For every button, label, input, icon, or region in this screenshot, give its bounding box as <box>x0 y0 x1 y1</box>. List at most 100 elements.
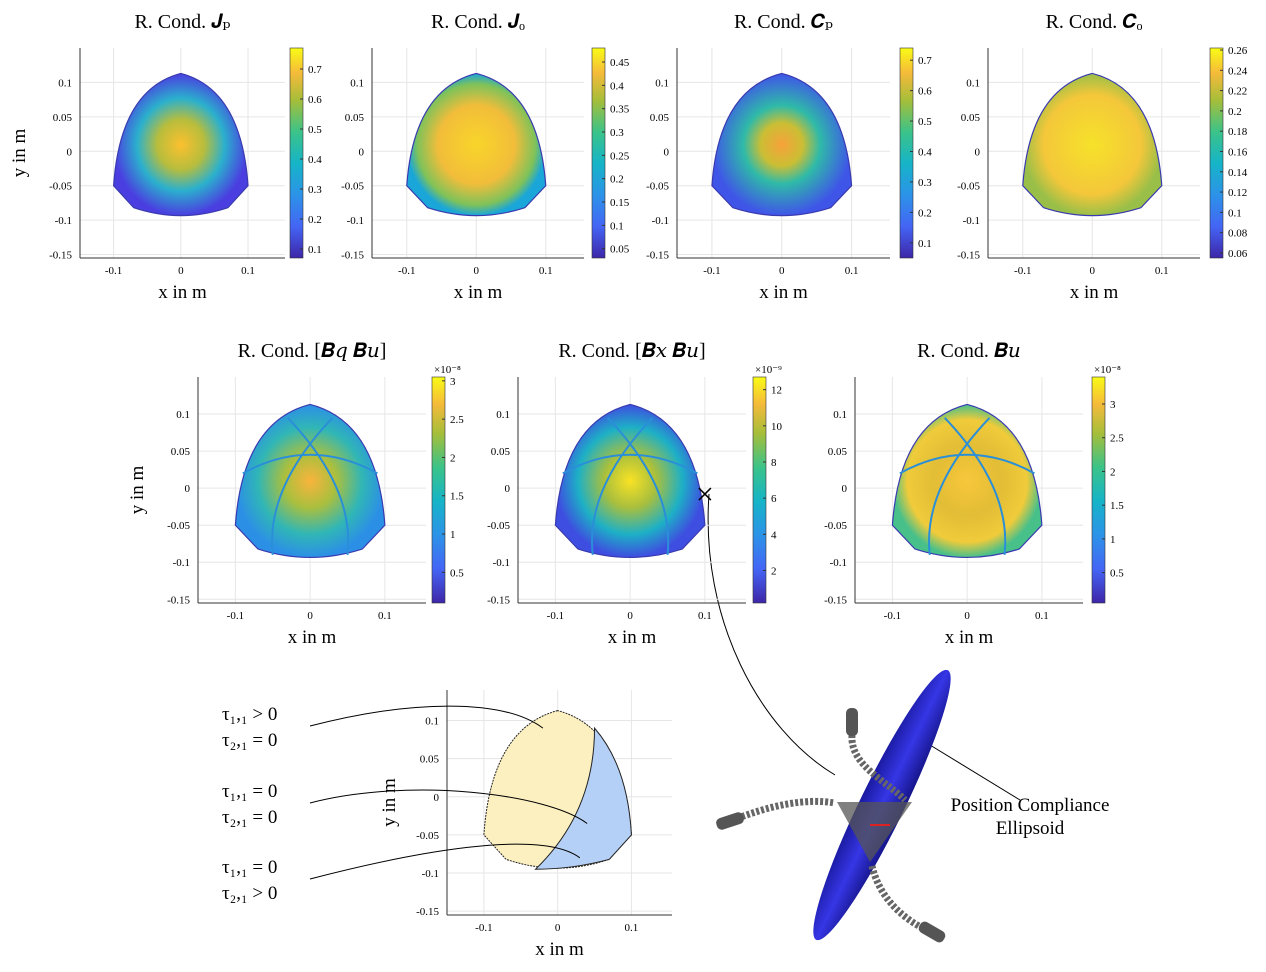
colorbar-tick-label: 0.35 <box>610 104 630 116</box>
annotation: τ₁,₁ > 0 <box>222 704 277 725</box>
colorbar-tick-label: 1 <box>450 529 456 541</box>
colorbar-tick-label: 0.12 <box>1228 187 1247 199</box>
colorbar-tick-label: 0.1 <box>918 238 932 250</box>
colorbar <box>1092 377 1105 603</box>
x-tick-label: -0.1 <box>703 265 720 277</box>
colorbar-exponent: ×10⁻⁸ <box>1094 364 1121 376</box>
y-tick-label: 0.1 <box>833 409 847 421</box>
colorbar-tick-label: 2 <box>450 452 456 464</box>
x-tick-label: -0.1 <box>1014 265 1031 277</box>
x-axis-label: x in m <box>288 627 337 648</box>
y-tick-label: -0.05 <box>341 181 364 193</box>
x-axis-label: x in m <box>454 282 503 303</box>
colorbar-tick-label: 0.22 <box>1228 86 1247 98</box>
chart-title: R. Cond. [𝑩𝑞 𝑩𝑢] <box>238 340 387 362</box>
colorbar-tick-label: 8 <box>771 457 777 469</box>
y-tick-label: -0.1 <box>347 215 364 227</box>
colorbar-tick-label: 0.2 <box>308 214 322 226</box>
colorbar-tick-label: 2 <box>771 565 777 577</box>
y-tick-label: 0 <box>975 146 981 158</box>
y-tick-label: 0 <box>664 146 670 158</box>
y-tick-label: -0.05 <box>167 520 190 532</box>
colorbar <box>592 48 605 258</box>
y-axis-label: y in m <box>379 778 400 827</box>
colorbar-tick-label: 0.6 <box>308 94 322 106</box>
y-tick-label: 0.1 <box>655 77 669 89</box>
y-tick-label: 0.05 <box>491 446 511 458</box>
colorbar-tick-label: 0.2 <box>918 207 932 219</box>
x-tick-label: -0.1 <box>105 265 122 277</box>
x-axis-label: x in m <box>158 282 207 303</box>
workspace-map <box>892 404 1042 557</box>
x-tick-label: -0.1 <box>547 610 564 622</box>
colorbar-tick-label: 0.1 <box>308 244 322 256</box>
annotation: τ₂,₁ > 0 <box>222 883 277 904</box>
colorbar-tick-label: 0.05 <box>610 244 630 256</box>
colorbar-tick-label: 0.3 <box>610 127 624 139</box>
y-axis-label: y in m <box>127 466 148 515</box>
y-tick-label: 0.05 <box>650 112 670 124</box>
y-tick-label: -0.15 <box>824 594 847 606</box>
y-tick-label: 0 <box>359 146 365 158</box>
colorbar-tick-label: 0.5 <box>308 124 322 136</box>
colorbar-tick-label: 0.08 <box>1228 228 1248 240</box>
y-tick-label: 0.05 <box>961 112 981 124</box>
colorbar-tick-label: 0.25 <box>610 150 630 162</box>
x-tick-label: -0.1 <box>884 610 901 622</box>
x-tick-label: 0 <box>1090 265 1096 277</box>
x-tick-label: 0 <box>964 610 970 622</box>
x-axis-label: x in m <box>1070 282 1119 303</box>
colorbar-tick-label: 0.4 <box>610 80 624 92</box>
actuator <box>917 920 947 944</box>
y-tick-label: -0.1 <box>652 215 669 227</box>
colorbar-tick-label: 12 <box>771 385 782 397</box>
y-tick-label: -0.05 <box>957 181 980 193</box>
y-tick-label: -0.05 <box>824 520 847 532</box>
colorbar-tick-label: 0.06 <box>1228 248 1248 260</box>
annotation: τ₁,₁ = 0 <box>222 781 277 802</box>
colorbar-tick-label: 6 <box>771 493 777 505</box>
y-tick-label: -0.15 <box>416 906 439 918</box>
x-tick-label: -0.1 <box>475 922 492 934</box>
workspace-map <box>407 73 546 215</box>
workspace-map <box>1023 73 1162 215</box>
x-tick-label: 0 <box>555 922 561 934</box>
y-tick-label: -0.05 <box>416 830 439 842</box>
y-tick-label: 0.05 <box>345 112 365 124</box>
colorbar-tick-label: 0.16 <box>1228 146 1248 158</box>
y-tick-label: -0.1 <box>55 215 72 227</box>
colorbar-tick-label: 1.5 <box>1110 500 1124 512</box>
x-tick-label: -0.1 <box>227 610 244 622</box>
y-tick-label: -0.1 <box>830 557 847 569</box>
y-tick-label: 0.05 <box>420 754 440 766</box>
y-tick-label: -0.05 <box>646 181 669 193</box>
colorbar-tick-label: 3 <box>1110 399 1116 411</box>
y-tick-label: 0.05 <box>828 446 848 458</box>
colorbar-tick-label: 1.5 <box>450 491 464 503</box>
x-tick-label: 0 <box>474 265 480 277</box>
colorbar-exponent: ×10⁻⁸ <box>434 364 461 376</box>
chart-title: R. Cond. 𝑪ₚ <box>734 11 833 33</box>
y-tick-label: -0.15 <box>957 250 980 262</box>
workspace-map <box>555 404 705 557</box>
chart-title: R. Cond. 𝑪ₒ <box>1046 11 1143 33</box>
colorbar-exponent: ×10⁻⁹ <box>755 364 782 376</box>
y-tick-label: -0.15 <box>49 250 72 262</box>
x-tick-label: 0.1 <box>539 265 553 277</box>
colorbar <box>290 48 303 258</box>
y-tick-label: -0.1 <box>173 557 190 569</box>
leg <box>872 866 930 932</box>
colorbar-tick-label: 0.7 <box>918 55 932 67</box>
x-tick-label: 0 <box>307 610 313 622</box>
chart-title: R. Cond. 𝑩𝑢 <box>917 340 1021 362</box>
colorbar-tick-label: 0.5 <box>1110 568 1124 580</box>
colorbar-tick-label: 0.4 <box>308 154 322 166</box>
x-tick-label: 0.1 <box>698 610 712 622</box>
colorbar-tick-label: 0.4 <box>918 146 932 158</box>
colorbar <box>753 377 766 603</box>
colorbar <box>432 377 445 603</box>
colorbar-tick-label: 0.1 <box>610 220 624 232</box>
leg <box>728 801 835 822</box>
y-tick-label: 0 <box>67 146 73 158</box>
y-tick-label: 0.1 <box>425 716 439 728</box>
